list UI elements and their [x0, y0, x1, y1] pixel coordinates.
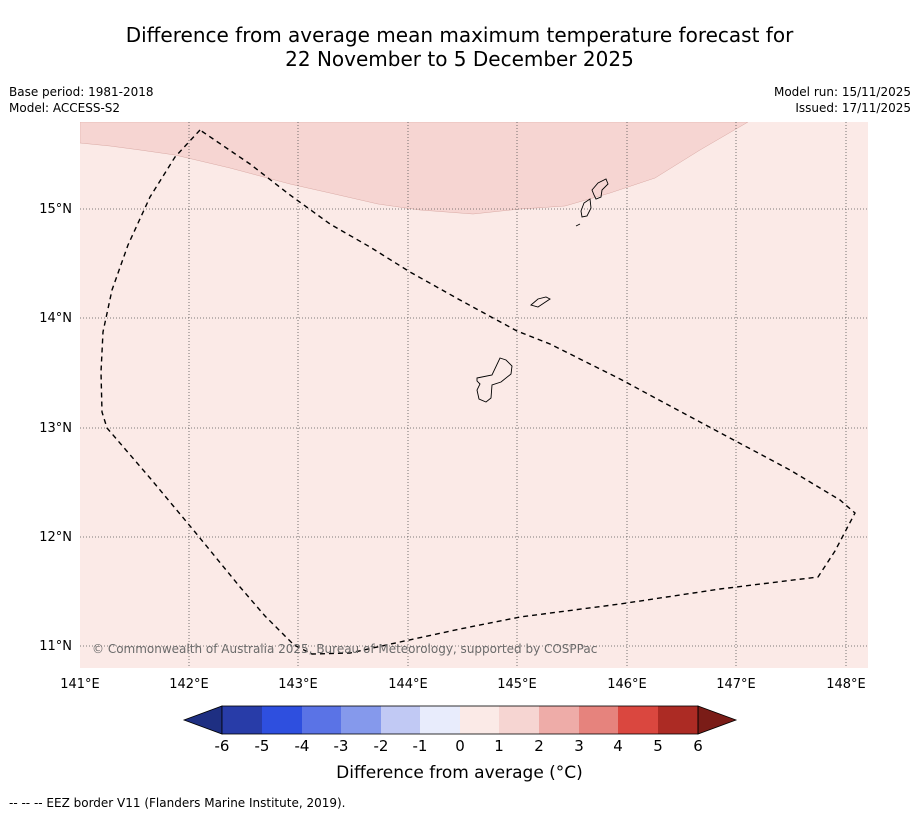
lon-label-145: 145°E — [497, 677, 537, 692]
colorbar-tick-4: 4 — [613, 737, 623, 755]
colorbar-title: Difference from average (°C) — [336, 763, 583, 783]
lat-label-13: 13°N — [39, 421, 72, 436]
eez-border — [100, 129, 856, 655]
lon-label-147: 147°E — [716, 677, 756, 692]
colorbar-bin-7 — [460, 706, 499, 734]
island-saipan — [591, 178, 609, 200]
colorbar-tick-neg2: -2 — [374, 737, 389, 755]
colorbar-bin-4 — [341, 706, 381, 734]
colorbar-tick-neg4: -4 — [295, 737, 310, 755]
lon-label-146: 146°E — [607, 677, 647, 692]
copyright-text: © Commonwealth of Australia 2025, Bureau… — [92, 642, 597, 656]
lat-label-14: 14°N — [39, 311, 72, 326]
anomaly-region-1-to-2 — [80, 122, 749, 215]
colorbar-bin-2 — [262, 706, 302, 734]
issued-text: Issued: 17/11/2025 — [795, 101, 911, 115]
colorbar-bin-10 — [579, 706, 618, 734]
colorbar-tick-0: 0 — [455, 737, 465, 755]
colorbar-tick-neg6: -6 — [215, 737, 230, 755]
eez-footnote: -- -- -- EEZ border V11 (Flanders Marine… — [9, 796, 346, 810]
colorbar-tick-1: 1 — [494, 737, 504, 755]
colorbar-low-extend — [182, 705, 223, 735]
lon-label-141: 141°E — [60, 677, 100, 692]
base-period-text: Base period: 1981-2018 — [9, 85, 154, 99]
model-text: Model: ACCESS-S2 — [9, 101, 121, 115]
colorbar-tick-neg1: -1 — [413, 737, 428, 755]
colorbar-bin-6 — [420, 706, 460, 734]
gridlines — [80, 122, 868, 668]
colorbar-tick-2: 2 — [534, 737, 544, 755]
map-title-line2: 22 November to 5 December 2025 — [285, 47, 634, 71]
colorbar-outline — [221, 705, 699, 735]
colorbar-tick-neg5: -5 — [255, 737, 270, 755]
islands — [476, 178, 609, 403]
colorbar-tick-3: 3 — [574, 737, 584, 755]
colorbar — [182, 705, 738, 735]
colorbar-bin-5 — [381, 706, 420, 734]
colorbar-bin-8 — [499, 706, 539, 734]
colorbar-bin-1 — [222, 706, 262, 734]
colorbar-bin-9 — [539, 706, 579, 734]
lat-label-15: 15°N — [39, 202, 72, 217]
lon-label-144: 144°E — [388, 677, 428, 692]
lon-label-148: 148°E — [826, 677, 866, 692]
island-tinian — [580, 198, 592, 218]
model-run-text: Model run: 15/11/2025 — [773, 85, 911, 99]
lon-labels: 141°E 142°E 143°E 144°E 145°E 146°E 147°… — [60, 677, 866, 692]
lat-label-12: 12°N — [39, 530, 72, 545]
colorbar-bin-12 — [658, 706, 698, 734]
colorbar-high-extend — [697, 705, 738, 735]
lon-label-142: 142°E — [169, 677, 209, 692]
colorbar-tick-6: 6 — [693, 737, 703, 755]
lon-label-143: 143°E — [278, 677, 318, 692]
colorbar-bin-11 — [618, 706, 658, 734]
lat-labels: 15°N 14°N 13°N 12°N 11°N — [39, 202, 72, 654]
island-aguijan — [575, 223, 581, 227]
colorbar-ticks: -6 -5 -4 -3 -2 -1 0 1 2 3 4 5 6 — [215, 737, 703, 755]
colorbar-tick-5: 5 — [653, 737, 663, 755]
island-rota — [530, 296, 551, 308]
colorbar-bin-3 — [302, 706, 341, 734]
colorbar-tick-neg3: -3 — [334, 737, 349, 755]
lat-label-11: 11°N — [39, 639, 72, 654]
island-guam — [476, 357, 513, 403]
map-title-line1: Difference from average mean maximum tem… — [125, 23, 794, 47]
